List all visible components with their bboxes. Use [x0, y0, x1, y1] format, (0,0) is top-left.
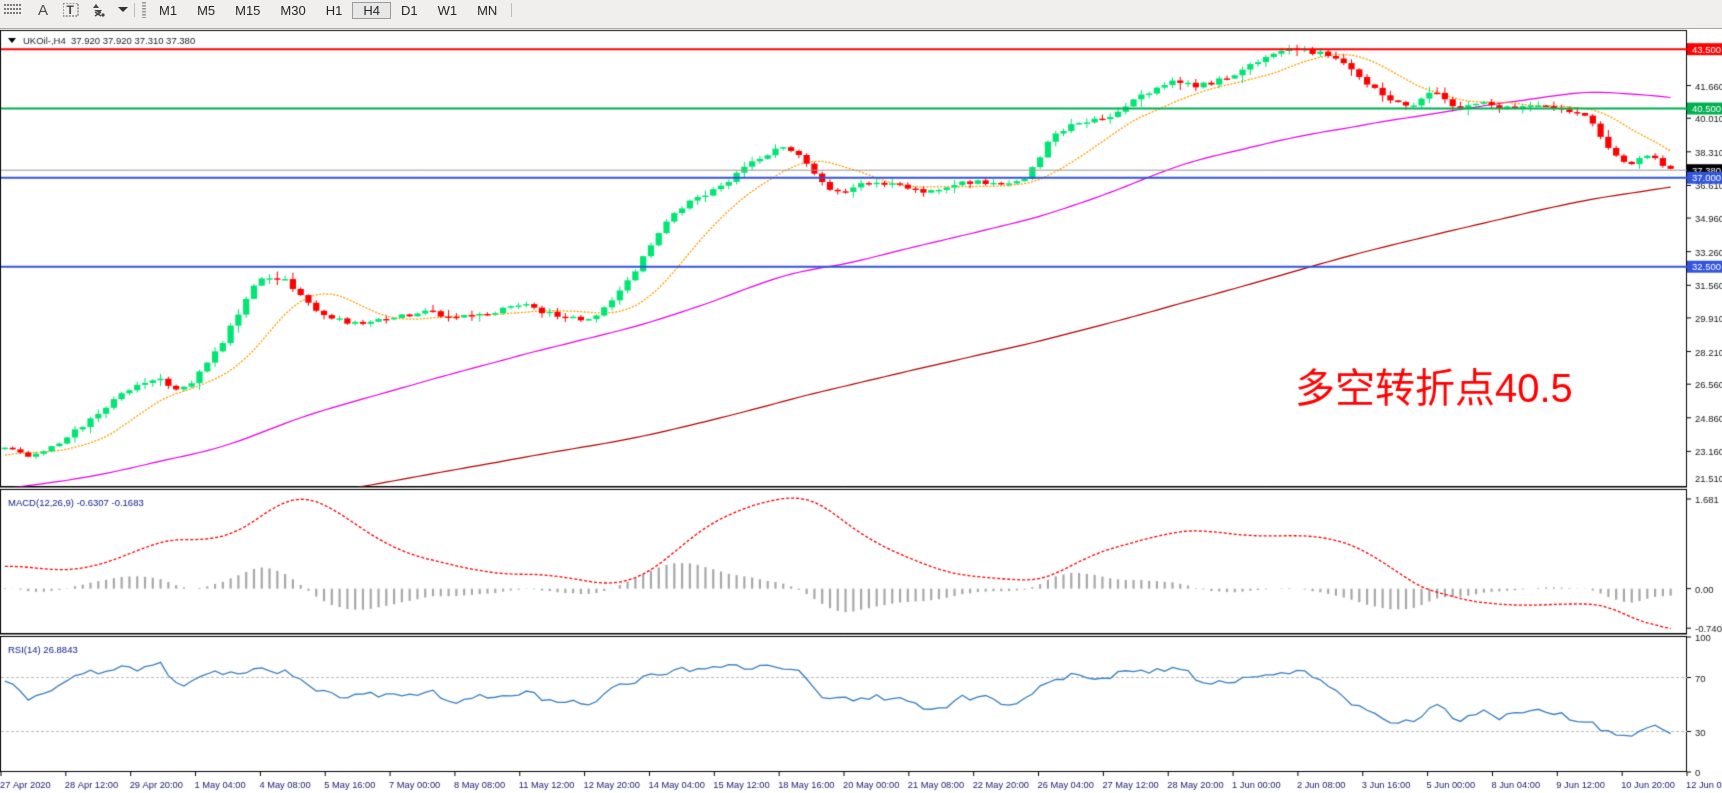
svg-text:T: T [67, 3, 75, 17]
